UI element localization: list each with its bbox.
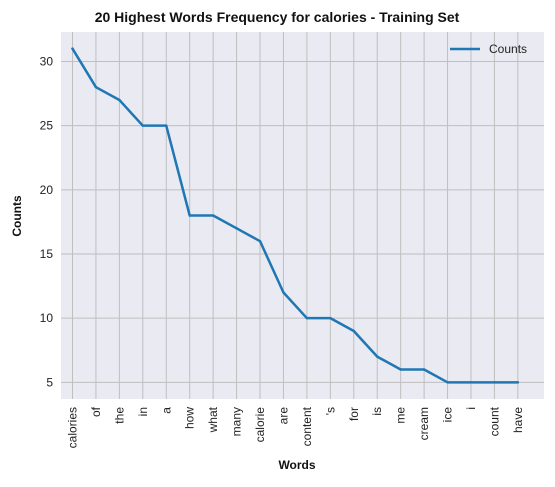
x-tick-label: in xyxy=(136,407,150,416)
data-point xyxy=(329,316,332,320)
legend-label-counts: Counts xyxy=(489,42,527,56)
x-tick-label: how xyxy=(183,407,197,429)
data-point xyxy=(71,47,74,50)
data-point xyxy=(94,85,98,89)
data-point xyxy=(211,214,215,217)
data-point xyxy=(305,316,309,320)
chart-title: 20 Highest Words Frequency for calories … xyxy=(95,9,460,25)
x-tick-label: calories xyxy=(66,407,80,448)
x-tick-label: content xyxy=(300,406,314,446)
x-tick-label: i xyxy=(464,407,478,410)
x-tick-label: for xyxy=(347,407,361,421)
x-tick-label: is xyxy=(370,407,384,416)
x-tick-label: a xyxy=(159,407,173,414)
y-tick-label: 30 xyxy=(40,55,54,69)
y-tick-label: 15 xyxy=(40,247,54,261)
data-point xyxy=(118,98,121,102)
data-point xyxy=(282,291,285,294)
x-tick-label: many xyxy=(230,407,244,436)
x-tick-label: what xyxy=(206,406,220,433)
data-point xyxy=(376,355,379,358)
series-line-counts xyxy=(71,47,520,384)
legend: Counts xyxy=(450,42,527,56)
x-tick-label: calorie xyxy=(253,407,267,443)
data-point xyxy=(422,368,426,371)
data-point xyxy=(446,381,449,384)
x-tick-label: 's xyxy=(323,407,337,415)
y-axis-ticks: 5 10 15 20 25 30 xyxy=(40,55,54,390)
x-axis-ticks: calories of the in a how what many calorie are con… xyxy=(66,406,525,448)
x-tick-label: ice xyxy=(441,407,455,423)
data-point xyxy=(258,239,262,243)
data-point xyxy=(469,381,473,384)
x-tick-label: cream xyxy=(417,407,431,440)
data-point xyxy=(399,368,402,371)
x-axis-label: Words xyxy=(278,458,315,472)
data-point xyxy=(141,124,145,127)
y-tick-label: 25 xyxy=(40,119,54,133)
grid-lines xyxy=(61,32,544,399)
y-tick-label: 5 xyxy=(46,375,53,389)
x-tick-label: count xyxy=(487,406,501,436)
y-axis-label: Counts xyxy=(10,195,24,237)
data-point xyxy=(165,124,168,127)
x-tick-label: have xyxy=(511,407,525,433)
series-layer xyxy=(71,47,520,384)
x-tick-label: me xyxy=(394,407,408,424)
data-point xyxy=(516,381,520,384)
plot-area xyxy=(61,32,544,399)
x-tick-label: the xyxy=(112,407,126,424)
x-tick-label: are xyxy=(276,407,290,425)
x-tick-label: of xyxy=(89,406,103,417)
y-tick-label: 20 xyxy=(40,183,54,197)
data-point xyxy=(493,381,496,384)
y-tick-label: 10 xyxy=(40,311,54,325)
data-point xyxy=(352,329,355,333)
data-point xyxy=(235,227,238,230)
data-point xyxy=(188,214,191,217)
